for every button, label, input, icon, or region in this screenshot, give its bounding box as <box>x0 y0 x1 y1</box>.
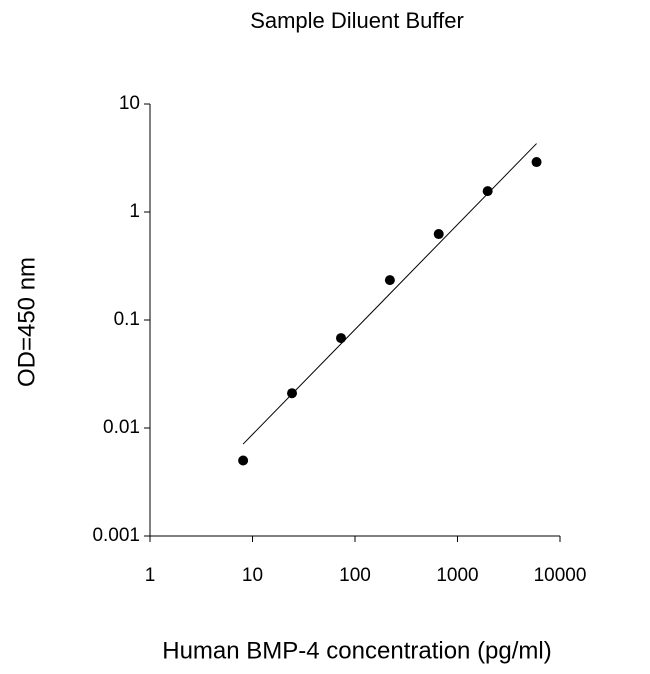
data-point <box>335 333 346 344</box>
data-point <box>433 229 444 240</box>
data-point <box>287 388 298 399</box>
x-tick-label: 1000 <box>436 565 478 586</box>
y-axis-label: OD=450 nm <box>13 257 40 387</box>
x-tick-label: 10000 <box>534 565 587 586</box>
y-tick-label: 0.1 <box>114 309 140 330</box>
y-tick-label: 1 <box>129 201 140 222</box>
x-axis-label: Human BMP-4 concentration (pg/ml) <box>162 637 551 664</box>
data-point <box>384 275 395 286</box>
chart-title: Sample Diluent Buffer <box>250 8 464 33</box>
data-point <box>531 157 542 168</box>
fit-line <box>242 143 537 445</box>
data-point <box>238 455 249 466</box>
y-tick-label: 0.01 <box>103 417 140 438</box>
y-tick-label: 0.001 <box>92 525 140 546</box>
x-tick-label: 10 <box>242 565 263 586</box>
data-point <box>482 186 493 197</box>
x-tick-label: 100 <box>339 565 371 586</box>
y-tick-label: 10 <box>119 93 140 114</box>
x-tick-label: 1 <box>145 565 156 586</box>
